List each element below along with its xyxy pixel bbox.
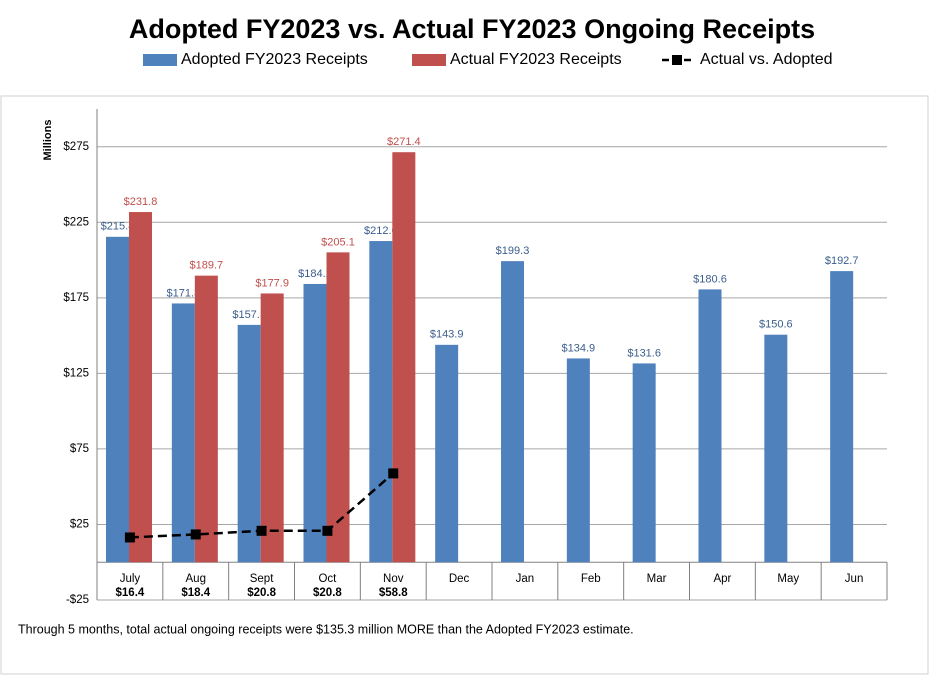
value-label: $150.6 <box>759 319 793 331</box>
line-marker <box>124 532 135 543</box>
x-tick-label: Mar <box>647 573 667 585</box>
x-tick-label: Jan <box>516 573 535 585</box>
y-tick-label: $75 <box>70 443 89 455</box>
bar <box>260 293 284 563</box>
x-tick-label: Sept <box>250 573 274 585</box>
value-label: $171.3 <box>167 287 201 299</box>
y-tick-label: -$25 <box>66 594 89 606</box>
legend-swatch <box>412 54 446 66</box>
legend-label: Actual vs. Adopted <box>700 51 833 68</box>
value-label: $189.7 <box>190 260 224 272</box>
y-tick-label: $25 <box>70 518 89 530</box>
x-tick-label: Aug <box>186 573 206 585</box>
bar <box>566 358 590 563</box>
line-marker <box>190 529 201 540</box>
value-label: $157.1 <box>232 309 266 321</box>
bar <box>106 236 129 563</box>
value-label: $231.8 <box>124 196 158 208</box>
line-value-label: $16.4 <box>116 587 145 599</box>
y-tick-label: $275 <box>63 141 89 153</box>
x-tick-label: Oct <box>318 573 337 585</box>
value-label: $143.9 <box>430 329 464 341</box>
value-label: $271.4 <box>387 136 421 148</box>
value-label: $177.9 <box>255 277 289 289</box>
value-label: $180.6 <box>693 273 727 285</box>
x-tick-label: May <box>777 573 799 585</box>
legend-marker <box>672 55 682 65</box>
value-label: $192.7 <box>825 255 859 267</box>
value-label: $205.1 <box>321 236 355 248</box>
bar <box>698 289 722 563</box>
x-tick-label: Dec <box>449 573 470 585</box>
line-value-label: $20.8 <box>247 587 276 599</box>
line-marker <box>256 525 267 536</box>
x-tick-label: Nov <box>383 573 404 585</box>
line-marker <box>388 468 399 479</box>
value-label: $199.3 <box>496 245 530 257</box>
x-tick-label: Jun <box>845 573 864 585</box>
bar <box>435 344 459 563</box>
bar <box>237 324 261 563</box>
y-tick-label: $225 <box>63 216 89 228</box>
line-marker <box>322 525 333 536</box>
y-tick-label: $125 <box>63 367 89 379</box>
line-value-label: $20.8 <box>313 587 342 599</box>
footnote: Through 5 months, total actual ongoing r… <box>18 622 634 636</box>
y-axis-label: Millions <box>42 120 54 161</box>
y-tick-label: $175 <box>63 292 89 304</box>
bar <box>764 334 788 563</box>
bar <box>830 271 854 563</box>
chart-frame <box>0 95 929 675</box>
chart-title: Adopted FY2023 vs. Actual FY2023 Ongoing… <box>129 14 815 44</box>
value-label: $131.6 <box>627 347 661 359</box>
value-label: $215.4 <box>101 221 135 233</box>
legend-swatch <box>143 54 177 66</box>
bar <box>129 212 152 563</box>
value-label: $134.9 <box>562 342 596 354</box>
value-label: $212.6 <box>364 225 398 237</box>
bar <box>632 363 656 563</box>
bar <box>369 241 393 563</box>
legend-label: Actual FY2023 Receipts <box>450 51 622 68</box>
bar <box>194 275 218 563</box>
x-tick-label: Apr <box>713 573 731 585</box>
bar <box>392 152 416 563</box>
value-label: $184.2 <box>298 268 332 280</box>
line-value-label: $58.8 <box>379 587 408 599</box>
line-value-label: $18.4 <box>181 587 210 599</box>
bar <box>501 261 524 563</box>
bar <box>171 303 195 563</box>
x-tick-label: Feb <box>581 573 601 585</box>
bar <box>303 283 327 563</box>
x-tick-label: July <box>120 573 141 585</box>
legend-label: Adopted FY2023 Receipts <box>181 51 368 68</box>
bar <box>326 252 350 563</box>
